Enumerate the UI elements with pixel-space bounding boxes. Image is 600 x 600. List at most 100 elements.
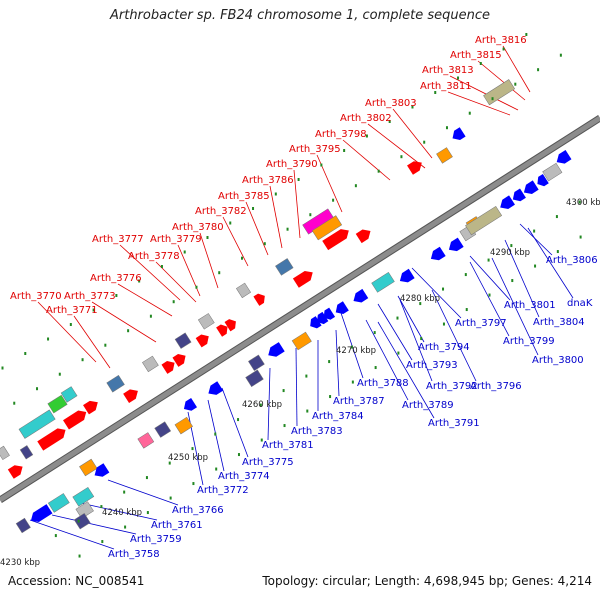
gene-57 (430, 246, 446, 261)
track-dot (374, 366, 377, 370)
track-dot (396, 316, 399, 320)
gene-13 (142, 355, 159, 373)
track-dot (533, 229, 536, 233)
gene-label-bottom-14: Arth_3784 (312, 411, 364, 422)
track-dot (283, 424, 286, 428)
track-dot (237, 453, 240, 457)
leader-line (37, 301, 97, 363)
gene-53 (335, 301, 349, 315)
gene-58 (448, 237, 464, 252)
gene-label-top-17: Arth_3770 (10, 291, 62, 302)
track-dot (274, 192, 277, 196)
leader-line (295, 347, 298, 427)
gene-32 (483, 79, 516, 106)
track-dot (282, 389, 285, 393)
gene-49 (291, 331, 312, 351)
gene-5 (18, 409, 56, 439)
track-dot (377, 169, 380, 173)
gene-54 (353, 288, 369, 303)
gene-labels: Arth_3816Arth_3815Arth_3813Arth_3811Arth… (10, 35, 598, 560)
track-dot (434, 90, 437, 94)
track-dot (123, 490, 126, 494)
gene-27 (322, 229, 349, 251)
gene-51 (316, 311, 329, 325)
track-dot (58, 372, 61, 376)
track-dot (329, 395, 332, 399)
gene-label-top-0: Arth_3816 (475, 35, 527, 46)
track-dot (168, 461, 171, 465)
track-dot (54, 534, 57, 538)
gene-label-bottom-20: Arth_3772 (197, 485, 249, 496)
track-dot (328, 360, 331, 364)
gene-48 (268, 342, 285, 357)
track-dot (183, 250, 186, 254)
leader-line (469, 255, 511, 301)
track-dot (514, 82, 517, 86)
gene-52 (323, 307, 336, 320)
gene-label-top-11: Arth_3782 (195, 206, 247, 217)
track-dot (487, 258, 490, 262)
leader-line (117, 283, 173, 317)
leader-lines (29, 45, 574, 550)
gene-33 (15, 517, 31, 534)
track-dot (351, 380, 354, 384)
track-dot (388, 119, 391, 123)
gene-label-top-3: Arth_3811 (420, 81, 472, 92)
leader-line (342, 139, 391, 181)
track-dot (502, 47, 505, 51)
leader-line (29, 519, 115, 550)
gene-45 (208, 381, 224, 395)
gene-64 (523, 180, 539, 194)
leader-line (477, 60, 526, 101)
gene-26 (311, 215, 343, 241)
leader-line (73, 315, 111, 369)
gene-label-top-7: Arth_3795 (289, 144, 341, 155)
gene-label-bottom-24: Arth_3758 (108, 549, 160, 560)
gene-28 (355, 229, 371, 244)
gene-39 (79, 458, 98, 477)
gene-40 (94, 463, 110, 477)
tick-label-2: 4250 kbp (168, 453, 208, 463)
leader-line (293, 169, 301, 239)
track-dot (419, 302, 422, 306)
track-dot (195, 285, 198, 289)
gene-55 (371, 271, 395, 293)
track-dot (556, 250, 559, 254)
track-dot (457, 76, 460, 80)
gene-11 (106, 374, 125, 393)
gene-label-bottom-23: Arth_3759 (130, 534, 182, 545)
gene-56 (399, 268, 415, 283)
track-dot (77, 519, 80, 523)
gene-label-top-18: Arth_3773 (64, 291, 116, 302)
track-dot (1, 366, 4, 370)
backbone-line (0, 115, 600, 503)
gene-label-bottom-1: dnaK (567, 298, 593, 309)
tick-label-1: 4240 kbp (102, 508, 142, 518)
track-dot (215, 467, 218, 471)
gene-20 (224, 319, 236, 332)
gene-6 (47, 394, 68, 414)
leader-line (399, 299, 433, 382)
gene-22 (253, 293, 265, 306)
leader-line (411, 267, 462, 319)
gene-24 (292, 271, 313, 288)
gene-19 (216, 324, 228, 337)
track-dot (320, 163, 323, 167)
gene-label-top-16: Arth_3776 (90, 273, 142, 284)
accession-text: Accession: NC_008541 (8, 574, 145, 588)
gene-label-top-14: Arth_3779 (150, 234, 202, 245)
track-dot (332, 198, 335, 202)
map-title: Arthrobacter sp. FB24 chromosome 1, comp… (109, 8, 491, 23)
gene-label-bottom-18: Arth_3775 (242, 457, 294, 468)
track-dot (169, 496, 172, 500)
tick-label-0: 4230 kbp (0, 558, 40, 568)
gene-42 (154, 421, 172, 438)
track-dot (92, 308, 95, 312)
track-dot (373, 331, 376, 335)
gene-21 (235, 282, 252, 299)
leader-line (339, 309, 364, 379)
gene-label-top-15: Arth_3778 (128, 251, 180, 262)
gene-label-bottom-10: Arth_3788 (357, 378, 409, 389)
gene-label-bottom-6: Arth_3794 (418, 342, 470, 353)
gene-label-bottom-8: Arth_3793 (406, 360, 458, 371)
